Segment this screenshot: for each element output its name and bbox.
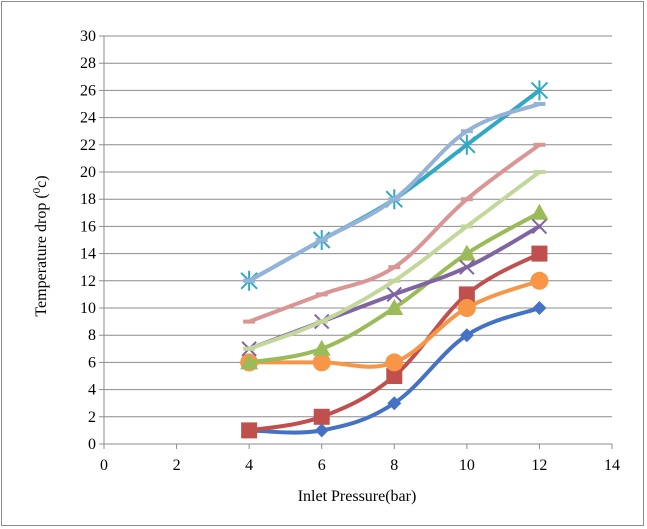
- y-tick-label: 6: [88, 354, 96, 371]
- x-tick-label: 0: [100, 457, 108, 474]
- data-point-circle: [385, 353, 404, 372]
- data-point-square: [241, 422, 258, 439]
- y-tick-label: 16: [80, 218, 96, 235]
- series-9: [243, 102, 546, 283]
- y-axis-title-superscript: 0: [31, 187, 43, 193]
- y-tick-label: 30: [80, 28, 96, 45]
- y-tick-label: 26: [80, 82, 96, 99]
- y-tick-label: 24: [80, 110, 96, 127]
- x-tick-label: 2: [173, 457, 181, 474]
- gridlines: [104, 35, 612, 418]
- y-tick-label: 4: [88, 382, 96, 399]
- y-tick-label: 12: [80, 273, 96, 290]
- data-point-square: [531, 245, 548, 262]
- axes: [99, 35, 613, 449]
- y-tick-label: 20: [80, 164, 96, 181]
- y-tick-label: 2: [88, 409, 96, 426]
- series-group: [240, 80, 549, 439]
- y-axis-title-main: Temperature drop (: [33, 193, 50, 316]
- data-point-circle: [312, 353, 331, 372]
- series-2: [241, 245, 548, 439]
- x-tick-label: 8: [390, 457, 398, 474]
- data-point-circle: [457, 299, 476, 317]
- data-point-circle: [530, 271, 549, 290]
- data-point-diamond: [532, 301, 547, 315]
- x-tick-label: 12: [531, 457, 547, 474]
- y-tick-label: 22: [80, 137, 96, 154]
- y-tick-label: 8: [88, 327, 96, 344]
- data-point-square: [313, 408, 330, 425]
- data-point-diamond: [459, 328, 474, 343]
- x-tick-label: 4: [245, 457, 253, 474]
- data-point-triangle: [530, 203, 549, 220]
- series-line: [247, 224, 542, 351]
- series-line: [247, 142, 542, 324]
- x-tick-label: 14: [604, 457, 620, 474]
- data-point-triangle: [240, 353, 259, 370]
- y-tick-label: 0: [88, 436, 96, 453]
- series-6: [243, 170, 546, 351]
- series-line: [247, 210, 542, 365]
- series-7: [243, 142, 546, 324]
- data-point-square: [458, 286, 475, 303]
- data-point-triangle: [457, 244, 476, 261]
- data-point-square: [386, 368, 403, 384]
- data-point-triangle: [312, 339, 331, 356]
- y-axis-title: Temperature drop (0c): [31, 175, 50, 316]
- y-axis-title-end: c): [33, 175, 50, 187]
- series-3: [240, 271, 549, 372]
- data-point-x: [386, 286, 402, 303]
- data-point-star: [530, 80, 549, 101]
- data-point-diamond: [314, 423, 329, 438]
- series-4: [240, 203, 549, 370]
- data-point-triangle: [385, 299, 404, 315]
- data-point-star: [458, 134, 476, 155]
- x-axis-title: Inlet Pressure(bar): [298, 488, 417, 505]
- y-tick-label: 14: [80, 246, 96, 263]
- x-tick-label: 6: [318, 457, 326, 474]
- data-point-x: [531, 218, 548, 235]
- x-tick-label: 10: [459, 457, 475, 474]
- data-point-x: [459, 259, 475, 275]
- data-point-diamond: [387, 396, 402, 411]
- y-tick-label: 18: [80, 191, 96, 208]
- y-tick-label: 28: [80, 55, 96, 72]
- y-tick-label: 10: [80, 300, 96, 317]
